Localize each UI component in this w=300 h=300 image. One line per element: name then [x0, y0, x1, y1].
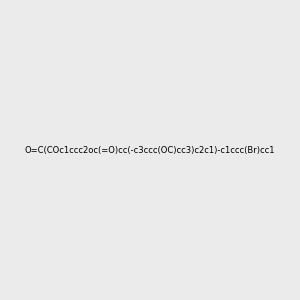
Text: O=C(COc1ccc2oc(=O)cc(-c3ccc(OC)cc3)c2c1)-c1ccc(Br)cc1: O=C(COc1ccc2oc(=O)cc(-c3ccc(OC)cc3)c2c1)… — [25, 146, 275, 154]
